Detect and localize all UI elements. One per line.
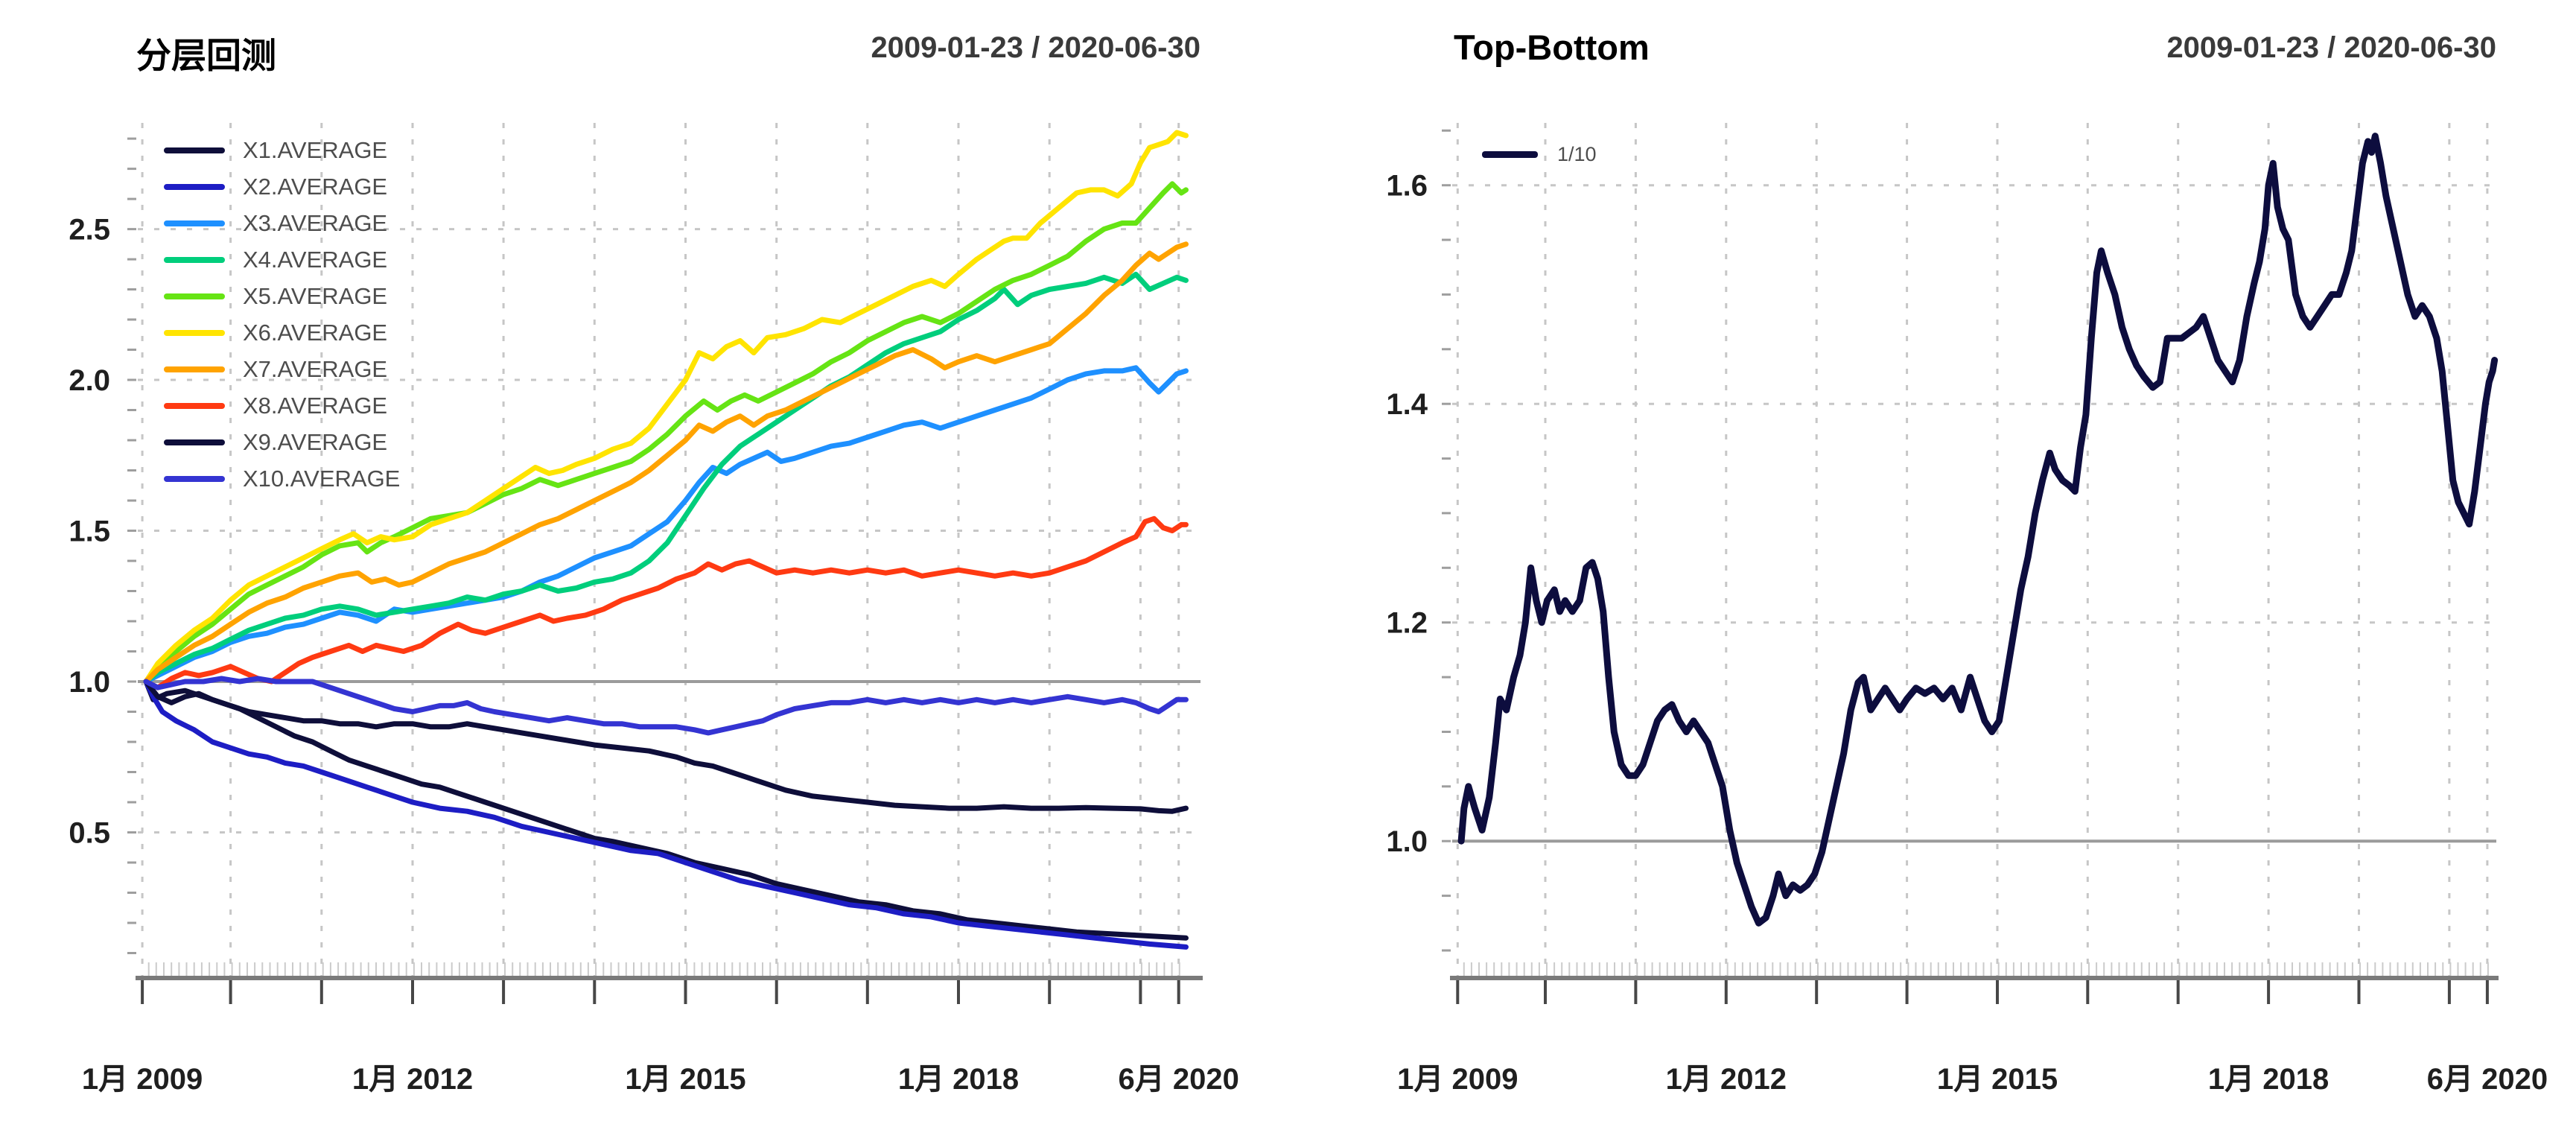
panel-stratified-backtest: 0.5 1.0 1.5 2.0 2.5 1月 2009 1月 2012 1月 2015 1月 2…	[69, 31, 1239, 1096]
series-line-x5-average	[143, 181, 1189, 685]
legend-item: X7.AVERAGE	[164, 356, 400, 383]
legend-label: 1/10	[1557, 143, 1597, 165]
x-axis-bar	[1450, 976, 2499, 980]
legend-item: X8.AVERAGE	[164, 393, 400, 419]
legend-line-swatch	[164, 476, 225, 482]
x-axis-tick-label: 1月 2012	[1666, 1063, 1787, 1096]
x-axis-tick-label: 1月 2015	[625, 1063, 745, 1096]
legend-line-swatch	[164, 366, 225, 372]
y-axis-tick-label: 1.2	[1386, 607, 1428, 640]
legend-label: X7.AVERAGE	[243, 356, 388, 382]
legend-line-swatch	[164, 293, 225, 299]
legend-item: 1/10	[1482, 143, 1597, 166]
y-axis-tick-label: 0.5	[69, 817, 110, 850]
series-line-x4-average	[143, 271, 1189, 685]
x-axis-tick-label: 1月 2015	[1937, 1063, 2058, 1096]
page-title-left: 分层回测	[136, 36, 276, 75]
series-line-1-10	[1457, 133, 2499, 927]
legend-label: X8.AVERAGE	[243, 393, 388, 419]
legend-item: X1.AVERAGE	[164, 137, 400, 164]
legend-item: X5.AVERAGE	[164, 283, 400, 310]
series-line-x9-average	[143, 679, 1189, 814]
legend-label: X4.AVERAGE	[243, 247, 388, 273]
legend-line-swatch	[164, 184, 225, 190]
series-line-x2-average	[143, 679, 1189, 950]
legend-label: X10.AVERAGE	[243, 466, 401, 492]
x-axis-tick-label: 1月 2018	[898, 1063, 1019, 1096]
series-line-x8-average	[143, 515, 1189, 690]
x-axis-tick-label: 6月 2020	[2427, 1063, 2548, 1096]
date-range-left: 2009-01-23 / 2020-06-30	[871, 31, 1200, 64]
x-axis-tick-label: 1月 2018	[2208, 1063, 2329, 1096]
legend-label: X3.AVERAGE	[243, 210, 388, 236]
legend-item: X4.AVERAGE	[164, 247, 400, 273]
legend-item: X9.AVERAGE	[164, 429, 400, 456]
legend-item: X2.AVERAGE	[164, 174, 400, 200]
page-title-right: Top-Bottom	[1454, 28, 1650, 67]
legend-item: X10.AVERAGE	[164, 466, 400, 492]
legend-line-swatch	[1482, 151, 1538, 158]
y-axis-tick-label: 1.6	[1386, 170, 1428, 203]
series-line-x7-average	[143, 241, 1189, 685]
legend-item: X3.AVERAGE	[164, 210, 400, 237]
legend-line-swatch	[164, 403, 225, 409]
legend-item: X6.AVERAGE	[164, 320, 400, 346]
legend-line-swatch	[164, 220, 225, 226]
y-axis-tick-label: 1.0	[69, 666, 110, 699]
x-axis-bar	[136, 976, 1203, 980]
legend-line-swatch	[164, 330, 225, 336]
date-range-right: 2009-01-23 / 2020-06-30	[2166, 31, 2496, 64]
legend-right: 1/10	[1482, 143, 1597, 166]
x-axis-tick-label: 1月 2009	[82, 1063, 203, 1096]
y-axis-tick-label: 1.4	[1386, 388, 1428, 421]
legend-line-swatch	[164, 147, 225, 153]
legend-line-swatch	[164, 257, 225, 263]
legend-label: X9.AVERAGE	[243, 429, 388, 455]
y-axis-tick-label: 1.5	[69, 515, 110, 548]
y-axis-tick-label: 2.5	[69, 214, 110, 247]
series-line-x1-average	[143, 679, 1189, 941]
y-axis-tick-label: 1.0	[1386, 825, 1428, 858]
y-axis-tick-label: 2.0	[69, 364, 110, 397]
stratified-backtest-chart: 0.5 1.0 1.5 2.0 2.5 1月 2009 1月 2012 1月 2015 1月 2…	[69, 123, 1239, 1096]
x-axis-tick-label: 6月 2020	[1119, 1063, 1239, 1096]
series-line-x10-average	[143, 676, 1189, 736]
panel-top-bottom: 1.0 1.2 1.4 1.6 1月 2009 1月 2012 1月 2015 1月 2018…	[1300, 0, 2576, 1124]
legend-label: X1.AVERAGE	[243, 137, 388, 163]
series-line-x3-average	[143, 365, 1189, 685]
series-line-x6-average	[143, 130, 1189, 685]
legend-label: X2.AVERAGE	[243, 174, 388, 200]
legend-label: X5.AVERAGE	[243, 283, 388, 309]
top-bottom-chart: 1.0 1.2 1.4 1.6 1月 2009 1月 2012 1月 2015 1月 2018…	[1386, 123, 2548, 1096]
x-axis-tick-label: 1月 2012	[352, 1063, 473, 1096]
legend-left: X1.AVERAGE X2.AVERAGE X3.AVERAGE X4.AVERAGE…	[164, 137, 400, 492]
legend-line-swatch	[164, 439, 225, 445]
x-axis-tick-label: 1月 2009	[1397, 1063, 1518, 1096]
legend-label: X6.AVERAGE	[243, 320, 388, 346]
